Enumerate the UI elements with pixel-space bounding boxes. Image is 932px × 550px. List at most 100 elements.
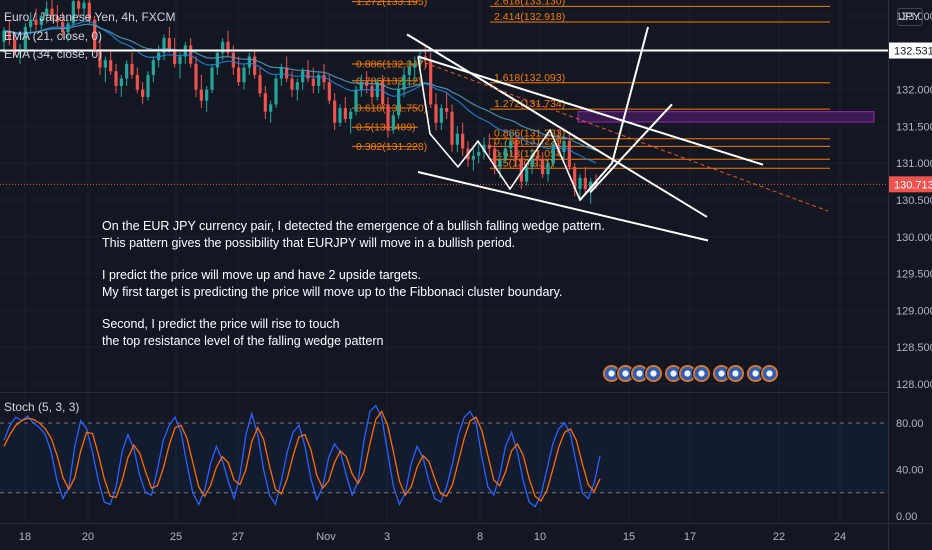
candle-body [93,19,97,50]
y-tick-label: 128.500 [896,342,932,354]
note-line: My first target is predicting the price … [102,284,563,299]
candle-body [295,82,299,90]
candle-body [583,177,587,189]
candle-body [189,45,193,64]
candle-body [279,67,283,79]
candle-body [82,2,86,9]
candle-body [77,1,81,9]
x-tick-label: 15 [623,531,635,543]
ema21-legend: EMA (21, close, 0) [4,29,103,43]
x-tick-label: 18 [19,531,31,543]
candle-body [509,141,513,149]
candle-body [455,133,459,145]
candle-body [263,93,267,112]
y-tick-label: 129.500 [896,269,932,281]
candle-body [471,155,475,160]
candle-body [162,38,166,53]
x-tick-label: 8 [477,531,483,543]
candle-body [541,159,545,175]
candle-body [418,56,422,64]
candle-body [306,71,310,79]
fib-level-label: 1.272(133.195) [356,0,427,8]
y-tick-label: 131.000 [896,158,932,170]
candle-body [125,63,129,79]
event-flag-icon[interactable] [726,364,745,383]
candle-body [45,8,49,16]
event-flag-icon[interactable] [644,364,663,383]
x-tick-label: 20 [82,531,94,543]
last-price-label-bg [889,176,932,193]
candle-body [535,155,539,160]
candle-body [503,148,507,160]
wedge-lower-line [417,171,709,242]
candle-body [482,144,486,153]
candle-body [487,144,491,149]
candle-body [290,78,294,90]
candle-body [551,144,555,164]
x-tick-label: 25 [170,531,182,543]
y-tick-label: 128.000 [896,379,932,391]
candle-body [7,30,11,40]
x-tick-label: Nov [316,531,336,543]
fib-level-label: 0.618(131.750) [356,103,427,115]
candle-body [114,71,118,86]
note-line: On the EUR JPY currency pair, I detected… [102,219,605,233]
candle-body [146,74,150,97]
candle-body [493,148,497,167]
candle-body [359,82,363,90]
candle-body [333,100,337,123]
candle-body [13,39,17,53]
candle-body [242,67,246,83]
candle-body [338,108,342,123]
candle-body [167,38,171,50]
stoch-band-fill [0,423,888,493]
candle-body [221,41,225,53]
candle-body [210,67,214,90]
fib-level-label: 0.5(130.931) [494,157,554,169]
x-tick-label: 22 [773,531,785,543]
candle-body [397,89,401,116]
candle-body [370,85,374,97]
event-icons[interactable] [602,364,779,384]
stoch-tick-label: 40.00 [896,465,924,477]
event-flag-icon[interactable] [760,364,779,383]
resistance-price-label: 132.531 [894,46,932,58]
candle-body [103,60,107,68]
candle-body [567,141,571,167]
stoch-legend: Stoch (5, 3, 3) [4,400,80,414]
candle-body [269,104,273,112]
candle-body [514,141,518,160]
candle-body [573,166,577,189]
y-tick-label: 131.500 [896,121,932,133]
note-line: the top resistance level of the falling … [102,333,384,348]
candle-body [434,104,438,123]
candle-body [2,30,6,42]
note-line: I predict the price will move up and hav… [102,268,421,283]
y-tick-label: 130.500 [896,195,932,207]
candle-body [546,163,550,175]
candle-body [39,16,43,25]
candle-body [391,115,395,131]
candle-body [173,49,177,64]
x-tick-label: 3 [384,531,390,543]
candle-body [498,159,502,167]
candle-body [178,56,182,64]
candle-body [199,89,203,101]
candle-body [205,89,209,101]
x-tick-label: 24 [834,531,846,543]
candle-body [402,74,406,90]
y-tick-label: 130.000 [896,232,932,244]
currency-badge[interactable]: JPY [897,8,923,26]
candle-body [386,104,390,131]
candle-body [237,67,241,83]
event-flag-icon[interactable] [692,364,711,383]
candle-body [525,166,529,182]
candle-body [151,60,155,75]
candle-body [50,8,54,16]
stoch-tick-label: 80.00 [896,418,924,430]
pane-divider[interactable] [0,392,888,393]
fib-level-label: 0.886(132.347) [356,59,427,71]
x-tick-label: 27 [232,531,244,543]
target-path [579,26,649,201]
